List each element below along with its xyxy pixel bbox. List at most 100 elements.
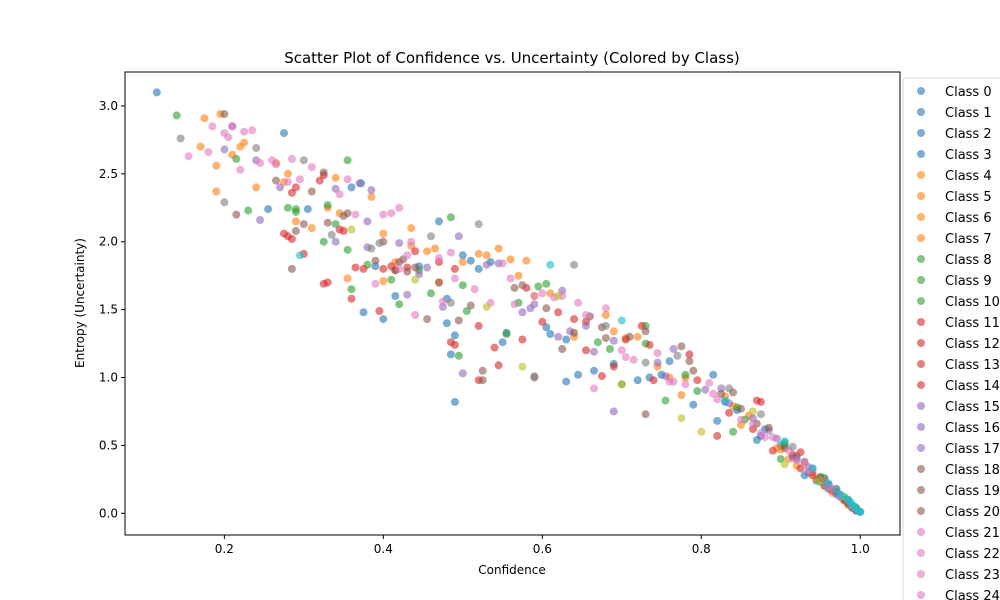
- legend-label: Class 10: [945, 295, 1000, 310]
- data-point: [351, 210, 360, 219]
- data-point: [291, 226, 300, 235]
- data-point: [558, 345, 567, 353]
- data-point: [808, 464, 817, 473]
- data-point: [605, 345, 614, 353]
- data-point: [307, 224, 316, 233]
- data-point: [530, 292, 539, 300]
- data-point: [367, 186, 376, 195]
- y-tick-label: 1.5: [99, 303, 118, 317]
- data-point: [510, 300, 519, 309]
- data-point: [411, 311, 420, 319]
- legend: Class 0 Class 1 Class 2 Class 3 Class 4 Class…: [902, 77, 1000, 600]
- data-point: [478, 366, 487, 375]
- data-point: [498, 338, 507, 347]
- data-point: [796, 464, 805, 473]
- data-point: [764, 423, 773, 432]
- data-point: [391, 292, 400, 300]
- legend-label: Class 7: [945, 232, 992, 247]
- legend-item: Class 14: [917, 379, 1000, 394]
- data-point: [653, 358, 662, 367]
- data-point: [395, 239, 404, 248]
- data-point: [649, 376, 658, 385]
- data-point: [423, 315, 432, 324]
- data-point: [427, 289, 435, 298]
- data-point: [725, 384, 734, 393]
- data-point: [450, 340, 459, 349]
- data-point: [212, 161, 221, 170]
- data-point: [570, 315, 579, 324]
- legend-marker: [917, 129, 925, 137]
- x-tick-label: 0.8: [692, 542, 711, 556]
- data-point: [788, 442, 797, 451]
- data-point: [458, 251, 467, 260]
- data-point: [506, 255, 515, 264]
- data-point: [609, 407, 618, 416]
- data-point: [458, 369, 467, 378]
- data-point: [283, 203, 292, 212]
- data-point: [526, 304, 535, 313]
- data-point: [371, 262, 380, 271]
- data-point: [240, 138, 249, 147]
- data-point: [232, 154, 241, 163]
- data-point: [705, 378, 714, 387]
- data-point: [729, 427, 738, 436]
- data-point: [379, 277, 388, 286]
- data-point: [617, 346, 626, 355]
- data-point: [176, 134, 185, 143]
- legend-item: Class 9: [917, 274, 992, 289]
- x-axis-label: Confidence: [478, 563, 545, 577]
- data-point: [435, 278, 443, 287]
- legend-marker: [917, 171, 925, 179]
- data-point: [554, 308, 563, 317]
- data-point: [359, 308, 368, 317]
- legend-label: Class 4: [945, 169, 992, 184]
- data-point: [307, 187, 316, 196]
- legend-item: Class 2: [917, 127, 992, 142]
- data-point: [633, 332, 642, 341]
- data-point: [482, 302, 491, 311]
- y-tick-label: 2.5: [99, 167, 118, 181]
- data-point: [748, 407, 757, 416]
- legend-item: Class 10: [917, 295, 1000, 310]
- data-point: [256, 216, 265, 224]
- chart-title: Scatter Plot of Confidence vs. Uncertain…: [284, 49, 740, 67]
- data-point: [530, 372, 539, 381]
- data-point: [474, 249, 483, 258]
- data-point: [343, 274, 352, 283]
- legend-label: Class 13: [945, 358, 1000, 373]
- data-point: [669, 377, 678, 386]
- legend-marker: [917, 381, 925, 389]
- data-point: [685, 350, 694, 359]
- legend-label: Class 5: [945, 190, 992, 205]
- data-point: [466, 301, 475, 310]
- data-point: [542, 279, 551, 288]
- data-point: [264, 205, 273, 214]
- data-point: [287, 264, 296, 273]
- legend-label: Class 15: [945, 400, 1000, 415]
- data-point: [327, 230, 336, 239]
- data-point: [554, 292, 563, 300]
- legend-marker: [917, 528, 925, 536]
- data-point: [506, 274, 515, 283]
- data-point: [625, 332, 634, 341]
- data-point: [387, 275, 396, 284]
- legend-label: Class 14: [945, 379, 1000, 394]
- data-point: [335, 190, 344, 199]
- data-point: [379, 210, 388, 219]
- data-point: [220, 198, 229, 207]
- data-point: [590, 366, 598, 375]
- legend-marker: [917, 213, 925, 221]
- legend-item: Class 11: [917, 316, 1000, 331]
- legend-item: Class 6: [917, 211, 992, 226]
- data-point: [609, 327, 618, 336]
- legend-item: Class 12: [917, 337, 1000, 352]
- legend-item: Class 18: [917, 463, 1000, 478]
- data-point: [347, 183, 356, 192]
- data-point: [601, 334, 610, 343]
- data-point: [780, 460, 789, 469]
- legend-label: Class 8: [945, 253, 992, 268]
- data-point: [824, 479, 833, 488]
- data-point: [351, 263, 360, 272]
- data-point: [554, 332, 563, 341]
- data-point: [435, 217, 443, 226]
